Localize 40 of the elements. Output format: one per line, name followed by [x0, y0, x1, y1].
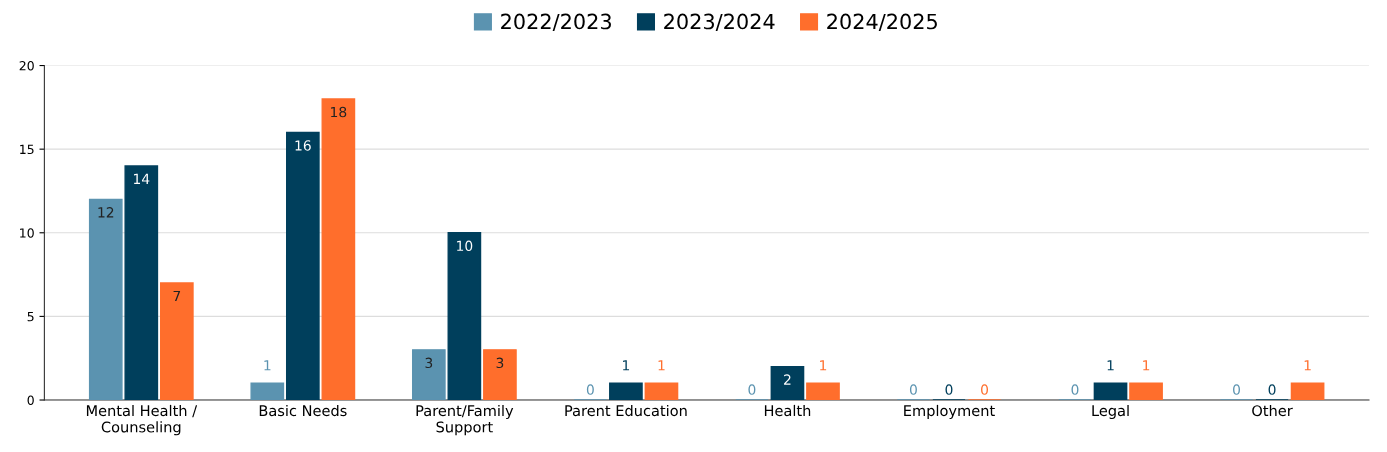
x-tick-label: Mental Health / Counseling [86, 404, 198, 436]
data-label: 1 [1143, 360, 1150, 371]
data-label: 1 [820, 360, 827, 371]
y-tick-label: 15 [20, 144, 34, 155]
x-tick-label: Health [764, 404, 811, 417]
data-label: 0 [1268, 384, 1276, 395]
y-tick-label: 10 [20, 228, 34, 238]
x-tick-label: Parent Education [565, 404, 687, 417]
x-tick-label: Legal [1092, 404, 1129, 419]
legend-label: 2022/2023 [501, 13, 611, 32]
data-label: 1 [658, 360, 665, 371]
y-tick-label: 20 [19, 61, 34, 71]
data-label: 0 [981, 384, 989, 395]
data-label: 0 [586, 384, 594, 395]
data-label: 1 [1304, 360, 1311, 371]
data-label: 1 [623, 360, 630, 371]
data-label: 1 [1107, 360, 1114, 371]
data-label: 0 [748, 384, 756, 395]
data-label: 2 [784, 374, 791, 385]
data-label: 3 [425, 357, 433, 369]
x-tick-label: Basic Needs [259, 404, 347, 417]
legend-label: 2023/2024 [664, 13, 775, 32]
data-label: 0 [945, 384, 953, 395]
data-label: 16 [295, 140, 311, 151]
y-tick-label: 0 [27, 395, 34, 405]
data-label: 0 [1233, 384, 1241, 395]
x-tick-label: Other [1252, 404, 1293, 417]
data-label: 10 [457, 240, 473, 252]
data-label: 0 [1071, 384, 1079, 395]
data-label: 3 [496, 357, 504, 369]
data-label: 7 [173, 290, 181, 302]
data-label: 18 [331, 106, 347, 118]
data-label: 0 [909, 384, 917, 395]
y-tick-label: 5 [27, 312, 34, 322]
data-label: 1 [264, 360, 271, 371]
data-label: 14 [133, 173, 150, 184]
legend-label: 2024/2025 [827, 13, 937, 32]
x-tick-label: Parent/Family Support [416, 404, 514, 436]
x-tick-label: Employment [904, 404, 995, 419]
data-label: 12 [98, 207, 114, 218]
